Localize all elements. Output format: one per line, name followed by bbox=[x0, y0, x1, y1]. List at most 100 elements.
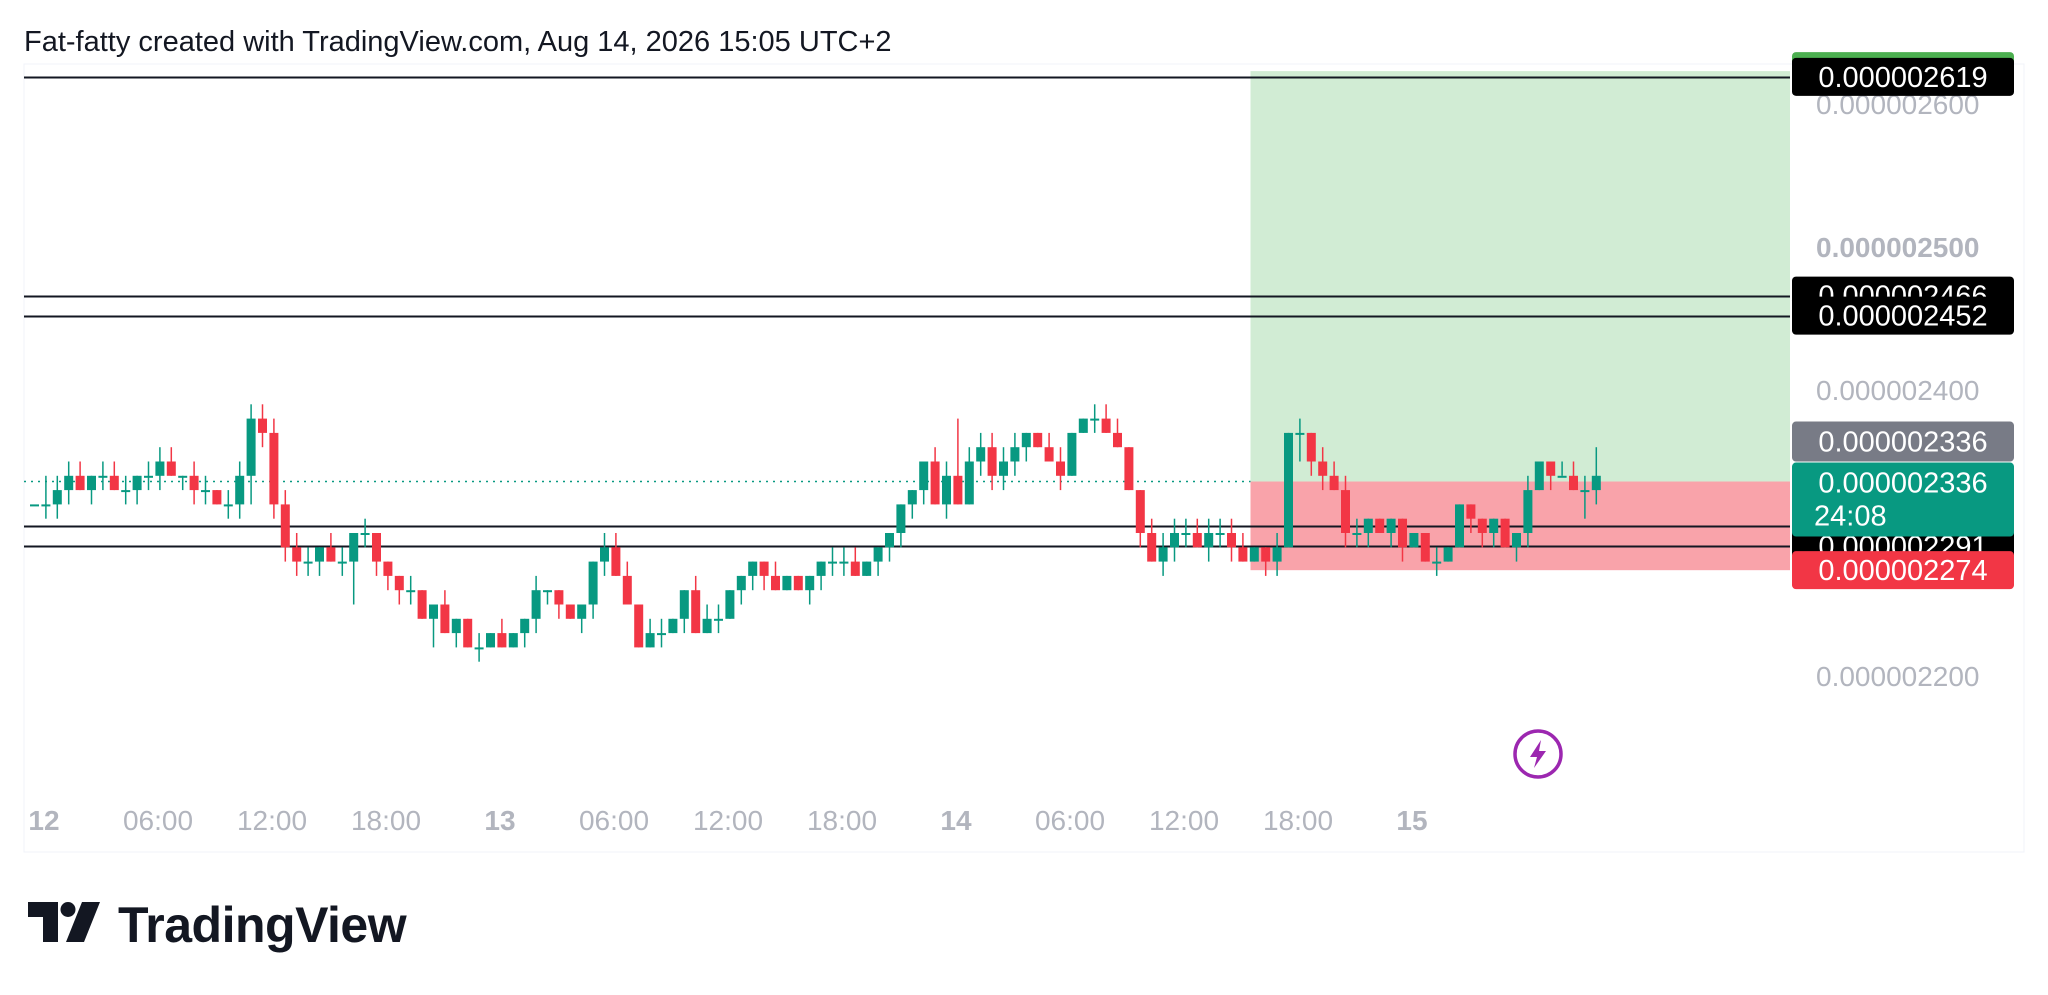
candle-body bbox=[315, 547, 324, 562]
candle-body bbox=[1352, 533, 1362, 535]
candle-body bbox=[668, 618, 678, 634]
candle bbox=[611, 533, 621, 576]
candle bbox=[486, 633, 495, 648]
x-tick-label: 06:00 bbox=[579, 805, 649, 836]
candle bbox=[406, 575, 416, 605]
candle-body bbox=[178, 475, 188, 478]
candle bbox=[1010, 432, 1020, 476]
candle-body bbox=[1067, 432, 1077, 476]
line-price-label-text: 0.000002452 bbox=[1818, 301, 1987, 333]
current-price-label-text: 0.000002336 bbox=[1818, 468, 1987, 500]
candle-body bbox=[1056, 461, 1065, 476]
line-price-label: 0.000002619 bbox=[1792, 57, 2014, 96]
candle-body bbox=[1409, 533, 1419, 548]
candle-body bbox=[1078, 418, 1088, 433]
candle-body bbox=[201, 490, 210, 493]
candle-body bbox=[1375, 518, 1385, 533]
candle bbox=[1021, 432, 1031, 462]
candle-body bbox=[1261, 547, 1271, 562]
candle-body bbox=[406, 590, 416, 593]
price-labels: 0.0000026230.0000026190.0000024660.00000… bbox=[1792, 52, 2014, 590]
x-tick-label: 13 bbox=[484, 805, 515, 836]
candle bbox=[839, 547, 849, 576]
candle bbox=[816, 561, 826, 591]
line-price-label-bg bbox=[1792, 57, 2014, 96]
candle bbox=[1443, 547, 1453, 562]
tradingview-logo-icon bbox=[28, 902, 100, 942]
candle-body bbox=[850, 561, 860, 576]
x-tick-label: 12:00 bbox=[237, 805, 307, 836]
candle bbox=[1386, 518, 1396, 548]
candle bbox=[98, 461, 108, 491]
candle bbox=[1523, 475, 1533, 548]
candle bbox=[828, 547, 837, 576]
candle-body bbox=[1021, 432, 1031, 448]
candle-body bbox=[1158, 547, 1168, 562]
candle bbox=[736, 575, 746, 605]
candle bbox=[1170, 518, 1179, 562]
candle bbox=[645, 618, 655, 648]
candle bbox=[1500, 518, 1510, 548]
candle-body bbox=[1580, 490, 1590, 493]
candle-body bbox=[1455, 504, 1464, 548]
candle-body bbox=[337, 561, 347, 564]
x-tick-label: 14 bbox=[940, 805, 972, 836]
candle bbox=[565, 604, 575, 619]
candle-body bbox=[1238, 547, 1248, 562]
candle bbox=[702, 604, 712, 634]
candle bbox=[235, 461, 245, 519]
candle-body bbox=[725, 590, 735, 619]
candle bbox=[1272, 533, 1282, 576]
candle-body bbox=[1466, 504, 1476, 519]
candle bbox=[440, 590, 450, 634]
candle bbox=[782, 575, 792, 591]
candle-body bbox=[1135, 490, 1145, 533]
previous-close-label: 0.000002336 bbox=[1792, 421, 2014, 462]
candle-body bbox=[1318, 461, 1328, 476]
candle bbox=[30, 504, 39, 507]
candle-body bbox=[987, 447, 997, 476]
candle bbox=[223, 490, 233, 519]
x-tick-label: 18:00 bbox=[807, 805, 877, 836]
line-price-label: 0.000002452 bbox=[1792, 296, 2014, 335]
candle-body bbox=[816, 561, 826, 576]
candle bbox=[1398, 518, 1407, 562]
candlestick-chart[interactable]: 0.0000026000.0000025000.0000024000.00000… bbox=[0, 0, 2048, 860]
lightning-bolt-icon[interactable] bbox=[1513, 729, 1563, 779]
candle bbox=[1181, 518, 1191, 548]
candle-body bbox=[1363, 518, 1373, 533]
candle bbox=[1557, 461, 1567, 478]
candle bbox=[1352, 518, 1362, 548]
x-tick-label: 06:00 bbox=[1035, 805, 1105, 836]
candle bbox=[1044, 432, 1054, 462]
chart-header: Fat-fatty created with TradingView.com, … bbox=[24, 26, 892, 58]
candle-body bbox=[463, 618, 473, 648]
candle-body bbox=[1284, 432, 1293, 548]
candle bbox=[497, 618, 507, 648]
candle bbox=[1192, 518, 1202, 548]
candle bbox=[1158, 533, 1168, 576]
candle-body bbox=[611, 547, 621, 576]
candle-body bbox=[736, 575, 746, 591]
candle-body bbox=[269, 432, 279, 505]
candle-body bbox=[907, 490, 917, 505]
candle-body bbox=[1443, 547, 1453, 562]
x-tick-label: 12 bbox=[28, 805, 59, 836]
candle bbox=[280, 490, 290, 562]
candle bbox=[1569, 461, 1578, 491]
stop-price-label-text: 0.000002274 bbox=[1818, 555, 1987, 587]
candle bbox=[588, 561, 598, 619]
candle bbox=[1546, 461, 1556, 491]
candle-body bbox=[1489, 518, 1499, 533]
candle-body bbox=[41, 504, 51, 507]
candle-body bbox=[360, 533, 370, 535]
countdown-text: 24:08 bbox=[1814, 501, 1887, 533]
candle bbox=[349, 533, 359, 605]
candle bbox=[725, 590, 735, 619]
candle bbox=[326, 533, 336, 562]
candle bbox=[1466, 504, 1476, 533]
candle-body bbox=[657, 633, 666, 636]
candle-body bbox=[52, 490, 62, 505]
candle-body bbox=[109, 475, 119, 491]
